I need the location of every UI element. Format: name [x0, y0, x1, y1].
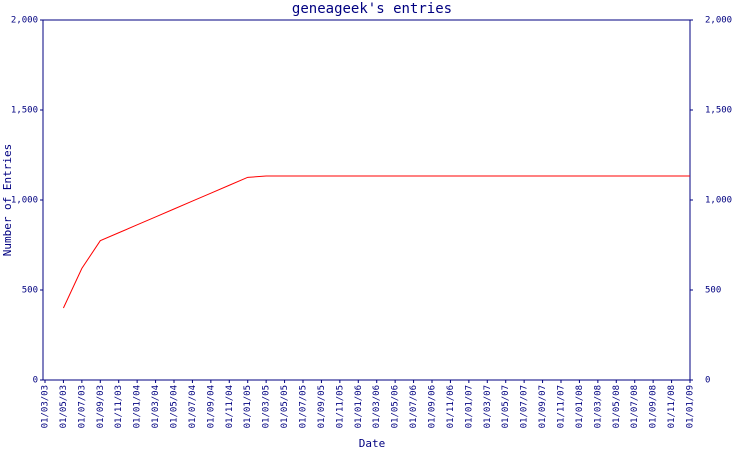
x-tick-label: 01/05/06 — [391, 385, 401, 428]
x-tick-label: 01/07/04 — [188, 385, 198, 428]
x-tick-label: 01/11/04 — [225, 385, 235, 428]
plot-frame — [42, 19, 691, 381]
x-tick-label: 01/05/04 — [170, 385, 180, 428]
x-tick-label: 01/01/08 — [575, 385, 585, 428]
x-tick-label: 01/09/03 — [96, 385, 106, 428]
x-tick-label: 01/07/06 — [409, 385, 419, 428]
x-tick-label: 01/01/05 — [243, 385, 253, 428]
x-tick-label: 01/05/05 — [280, 385, 290, 428]
x-tick-label: 01/09/07 — [538, 385, 548, 428]
y-tick-label: 1,500 — [11, 106, 38, 116]
x-tick-label: 01/03/06 — [372, 385, 382, 428]
x-tick-label: 01/11/07 — [557, 385, 567, 428]
y-tick-label: 500 — [22, 286, 38, 296]
x-tick-label: 01/09/06 — [428, 385, 438, 428]
x-tick-label: 01/07/05 — [299, 385, 309, 428]
x-tick-label: 01/03/04 — [151, 385, 161, 428]
x-tick-label: 01/07/08 — [630, 385, 640, 428]
x-tick-label: 01/05/03 — [59, 385, 69, 428]
x-tick-label: 01/01/06 — [354, 385, 364, 428]
x-tick-label: 01/03/05 — [262, 385, 272, 428]
chart-title: geneageek's entries — [292, 1, 452, 17]
x-tick-label: 01/09/05 — [317, 385, 327, 428]
x-tick-label: 01/11/05 — [335, 385, 345, 428]
y-tick-label: 2,000 — [11, 16, 38, 26]
x-tick-label: 01/03/07 — [483, 385, 493, 428]
y2-tick-label: 0 — [705, 376, 710, 386]
x-tick-label: 01/01/04 — [133, 385, 143, 428]
x-tick-label: 01/03/08 — [593, 385, 603, 428]
x-tick-label: 01/09/08 — [649, 385, 659, 428]
x-tick-label: 01/07/07 — [520, 385, 530, 428]
y2-tick-label: 1,500 — [705, 106, 732, 116]
y-tick-label: 0 — [33, 376, 38, 386]
x-tick-label: 01/07/03 — [77, 385, 87, 428]
x-tick-label: 01/11/03 — [114, 385, 124, 428]
x-tick-label: 01/11/06 — [446, 385, 456, 428]
x-tick-label: 01/05/07 — [501, 385, 511, 428]
y2-tick-label: 1,000 — [705, 196, 732, 206]
x-tick-label: 01/05/08 — [612, 385, 622, 428]
x-tick-label: 01/09/04 — [206, 385, 216, 428]
x-axis-label: Date — [359, 437, 386, 450]
y-tick-label: 1,000 — [11, 196, 38, 206]
y2-tick-label: 500 — [705, 286, 721, 296]
x-tick-label: 01/03/03 — [41, 385, 51, 428]
data-line — [62, 175, 690, 309]
x-tick-label: 01/11/08 — [667, 385, 677, 428]
x-tick-label: 01/01/07 — [464, 385, 474, 428]
y2-tick-label: 2,000 — [705, 16, 732, 26]
y-axis-label: Number of Entries — [1, 144, 14, 257]
x-tick-label: 01/01/09 — [686, 385, 696, 428]
